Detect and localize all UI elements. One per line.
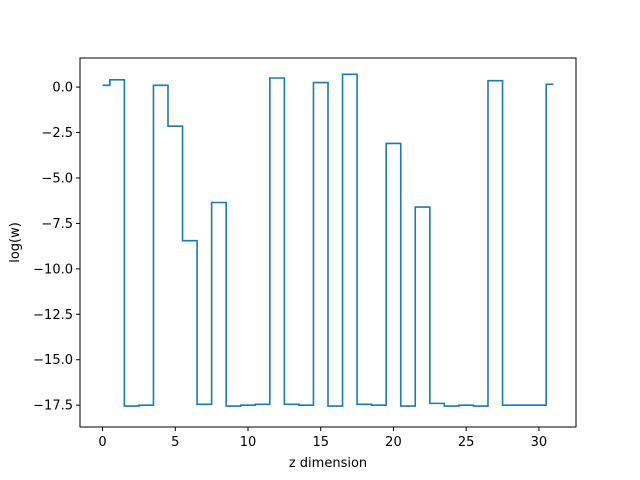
x-tick-label: 5 [171, 435, 179, 450]
y-tick-label: −10.0 [33, 262, 73, 277]
y-tick-label: −15.0 [33, 353, 73, 368]
series-layer [102, 73, 554, 407]
y-tick-label: −7.5 [41, 217, 73, 232]
series-line-0 [102, 73, 554, 407]
axes-frame [79, 57, 577, 428]
y-axis-label: log(w) [8, 222, 23, 263]
x-tick-label: 25 [458, 435, 475, 450]
x-tick-label: 20 [385, 435, 402, 450]
x-ticks: 0 5 10 15 20 25 30 [98, 427, 547, 450]
y-tick-label: −5.0 [41, 171, 73, 186]
y-tick-label: −17.5 [33, 399, 73, 414]
x-tick-label: 15 [312, 435, 329, 450]
x-tick-label: 10 [240, 435, 257, 450]
x-tick-label: 0 [98, 435, 106, 450]
x-tick-label: 30 [531, 435, 548, 450]
y-tick-label: −12.5 [33, 308, 73, 323]
y-ticks: 0.0 −2.5 −5.0 −7.5 −10.0 −12.5 −15.0 −17.5 [33, 81, 80, 414]
y-tick-label: −2.5 [41, 126, 73, 141]
x-axis-label: z dimension [289, 456, 367, 471]
y-tick-label: 0.0 [52, 81, 73, 96]
